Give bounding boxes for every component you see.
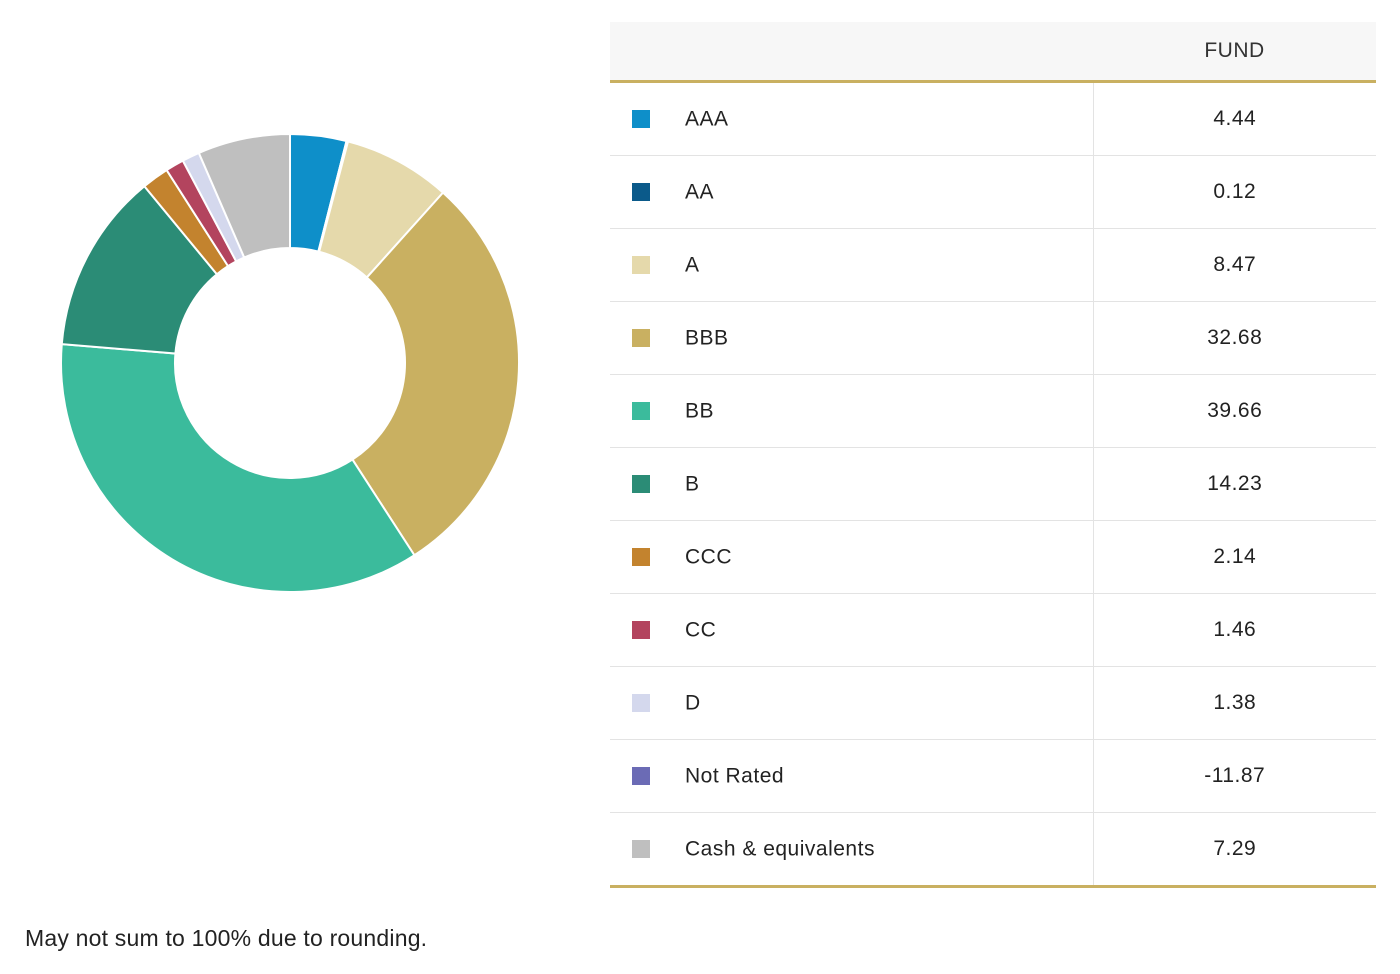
table-header-row: FUND	[610, 22, 1376, 83]
table-row: B 14.23	[610, 447, 1376, 521]
rating-label: CCC	[685, 545, 732, 569]
legend-swatch	[632, 548, 650, 567]
table-row: BBB 32.68	[610, 301, 1376, 375]
legend-swatch	[632, 621, 650, 640]
rating-label: Cash & equivalents	[685, 837, 875, 861]
table-row: Cash & equivalents 7.29	[610, 812, 1376, 888]
rating-label: BB	[685, 399, 715, 423]
legend-swatch	[632, 694, 650, 713]
legend-swatch	[632, 767, 650, 786]
table-row: AA 0.12	[610, 155, 1376, 229]
legend-swatch	[632, 840, 650, 859]
fund-value: 4.44	[1093, 81, 1376, 156]
rating-cell: Not Rated	[610, 739, 1094, 813]
rating-cell: Cash & equivalents	[610, 812, 1094, 888]
fund-value: 2.14	[1093, 520, 1376, 594]
rating-label: CC	[685, 618, 717, 642]
header-rating	[610, 22, 1093, 83]
legend-swatch	[632, 475, 650, 494]
rating-cell: B	[610, 447, 1094, 521]
rating-label: B	[685, 472, 700, 496]
rating-cell: A	[610, 228, 1094, 302]
fund-value: 8.47	[1093, 228, 1376, 302]
legend-swatch	[632, 110, 650, 129]
table-row: A 8.47	[610, 228, 1376, 302]
rating-label: D	[685, 691, 701, 715]
table-row: D 1.38	[610, 666, 1376, 740]
donut-slice-cash-equivalents	[197, 132, 291, 259]
donut-chart	[60, 132, 520, 593]
legend-swatch	[632, 402, 650, 421]
fund-value: 7.29	[1093, 812, 1376, 888]
rating-cell: AAA	[610, 81, 1094, 156]
rating-label: BBB	[685, 326, 729, 350]
donut-slice-bb	[60, 343, 416, 593]
fund-value: 1.46	[1093, 593, 1376, 667]
rating-cell: AA	[610, 155, 1094, 229]
rating-cell: CC	[610, 593, 1094, 667]
rating-label: AAA	[685, 107, 729, 131]
rating-label: AA	[685, 180, 715, 204]
fund-value: 39.66	[1093, 374, 1376, 448]
legend-swatch	[632, 256, 650, 275]
table-row: CC 1.46	[610, 593, 1376, 667]
table-row: BB 39.66	[610, 374, 1376, 448]
rating-cell: BBB	[610, 301, 1094, 375]
legend-swatch	[632, 329, 650, 348]
legend-swatch	[632, 183, 650, 202]
ratings-table: FUND AAA 4.44 AA 0.12 A 8.47 BBB 32.68 BB 39.66 B 1…	[610, 22, 1376, 888]
footnote: May not sum to 100% due to rounding.	[25, 925, 428, 951]
fund-value: 32.68	[1093, 301, 1376, 375]
fund-value: 14.23	[1093, 447, 1376, 521]
rating-cell: D	[610, 666, 1094, 740]
header-fund: FUND	[1093, 22, 1376, 83]
rating-label: A	[685, 253, 700, 277]
fund-value: 0.12	[1093, 155, 1376, 229]
table-row: AAA 4.44	[610, 81, 1376, 156]
fund-value: 1.38	[1093, 666, 1376, 740]
fund-value: -11.87	[1093, 739, 1376, 813]
rating-cell: BB	[610, 374, 1094, 448]
rating-label: Not Rated	[685, 764, 785, 788]
table-row: CCC 2.14	[610, 520, 1376, 594]
donut-slice-bbb	[351, 191, 520, 557]
rating-cell: CCC	[610, 520, 1094, 594]
table-row: Not Rated -11.87	[610, 739, 1376, 813]
